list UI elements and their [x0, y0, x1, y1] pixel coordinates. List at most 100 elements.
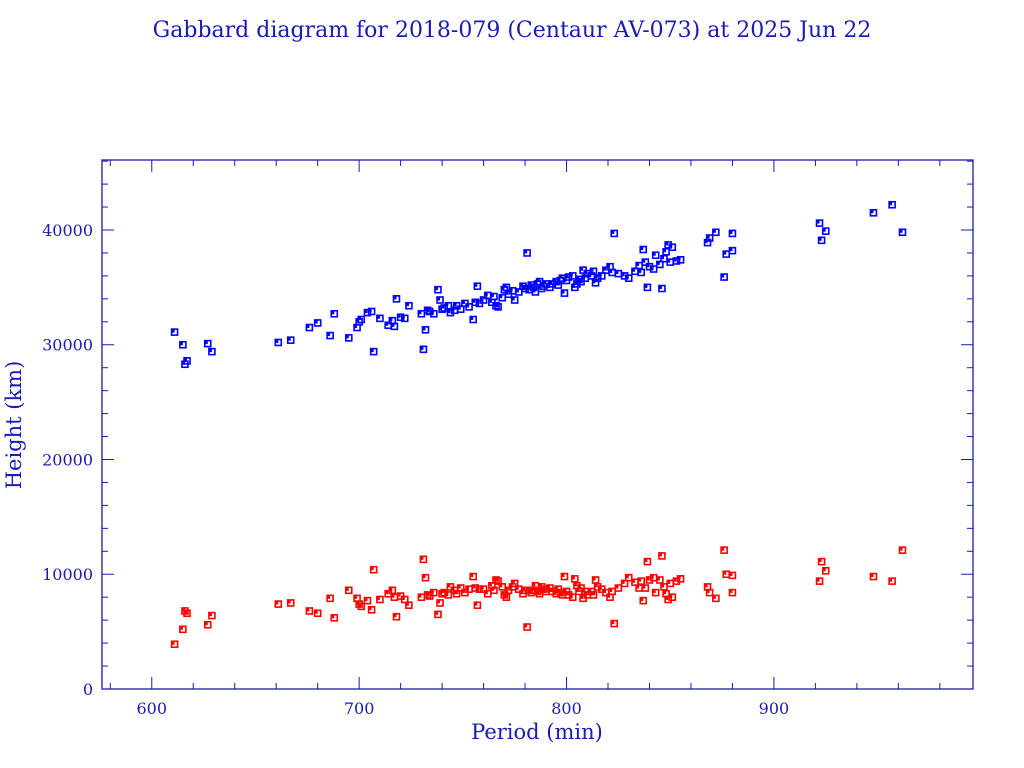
- perigee-point-fill: [609, 588, 613, 592]
- perigee-point-fill: [638, 578, 642, 582]
- perigee-point-fill: [331, 615, 335, 619]
- x-tick-label: 700: [344, 699, 375, 718]
- perigee-point-fill: [580, 595, 584, 599]
- perigee-point: [614, 584, 623, 592]
- apogee-point-fill: [609, 269, 613, 273]
- perigee-point-fill: [512, 580, 515, 584]
- apogee-point-fill: [182, 361, 185, 365]
- apogee-point: [203, 339, 212, 348]
- apogee-point-fill: [566, 274, 569, 278]
- series-apogee: [170, 200, 907, 369]
- perigee-point-fill: [522, 587, 526, 591]
- apogee-point-fill: [364, 310, 368, 314]
- apogee-point: [643, 283, 652, 292]
- apogee-point-fill: [275, 339, 279, 343]
- apogee-point-fill: [653, 252, 656, 256]
- apogee-point-fill: [729, 230, 733, 234]
- perigee-point-fill: [599, 586, 602, 590]
- y-tick-labels: 0 10000 20000 30000 40000: [42, 221, 93, 699]
- apogee-point: [376, 314, 384, 323]
- perigee-point: [469, 572, 478, 581]
- apogee-point-fill: [315, 320, 318, 324]
- apogee-point-fill: [669, 244, 673, 248]
- perigee-point-fill: [564, 588, 567, 592]
- perigee-point-fill: [559, 592, 563, 596]
- apogee-point-fill: [899, 229, 903, 233]
- perigee-point-fill: [626, 575, 629, 579]
- apogee-point: [888, 200, 896, 209]
- apogee-point-fill: [559, 275, 563, 279]
- apogee-point-fill: [485, 292, 488, 296]
- perigee-point: [473, 601, 482, 610]
- apogee-point-fill: [466, 304, 470, 308]
- perigee-point-fill: [889, 578, 893, 582]
- perigee-point: [637, 577, 645, 585]
- apogee-point-fill: [823, 228, 826, 232]
- y-tick-label: 30000: [42, 336, 93, 355]
- perigee-point-fill: [663, 591, 667, 595]
- perigee-point: [203, 620, 212, 629]
- perigee-point-fill: [561, 574, 565, 578]
- perigee-point-fill: [566, 592, 569, 596]
- perigee-point: [419, 555, 428, 564]
- apogee-point: [179, 340, 187, 349]
- perigee-point: [357, 602, 366, 611]
- apogee-point-fill: [626, 275, 629, 279]
- apogee-point: [456, 305, 465, 313]
- apogee-point-fill: [435, 287, 438, 291]
- apogee-point-fill: [406, 303, 409, 307]
- perigee-point-fill: [549, 588, 553, 592]
- perigee-point-fill: [547, 585, 550, 589]
- perigee-point-fill: [423, 575, 426, 579]
- perigee-point: [490, 586, 498, 595]
- apogee-point-fill: [180, 342, 183, 346]
- apogee-point: [597, 272, 606, 280]
- perigee-point: [639, 596, 648, 605]
- perigee-point-fill: [470, 574, 474, 578]
- perigee-point-fill: [578, 585, 582, 589]
- perigee-point-fill: [665, 596, 669, 600]
- perigee-point-fill: [516, 586, 519, 590]
- perigee-point-fill: [651, 575, 654, 579]
- apogee-point-fill: [385, 322, 389, 326]
- apogee-point: [392, 295, 401, 303]
- perigee-point: [705, 588, 714, 597]
- apogee-point-fill: [172, 329, 175, 333]
- perigee-point: [869, 572, 878, 581]
- apogee-point-fill: [570, 273, 573, 277]
- perigee-point-fill: [721, 547, 725, 551]
- perigee-point: [720, 546, 728, 554]
- apogee-point-fill: [489, 299, 492, 303]
- apogee-point: [668, 243, 677, 252]
- apogee-point-fill: [707, 235, 710, 239]
- apogee-point-fill: [522, 286, 526, 290]
- perigee-point: [376, 595, 384, 604]
- perigee-point-fill: [447, 584, 451, 588]
- perigee-point: [363, 596, 372, 605]
- perigee-point-fill: [659, 553, 662, 557]
- apogee-point-fill: [636, 263, 640, 267]
- perigee-point-fill: [364, 598, 368, 602]
- perigee-point-fill: [607, 594, 611, 598]
- apogee-point-fill: [184, 358, 188, 362]
- apogee-point: [703, 238, 712, 247]
- apogee-point-fill: [420, 346, 424, 350]
- perigee-point-fill: [642, 585, 646, 589]
- apogee-point-fill: [371, 349, 374, 353]
- apogee-point: [591, 278, 600, 287]
- perigee-point-fill: [653, 590, 656, 594]
- perigee-point-fill: [327, 595, 331, 599]
- apogee-point-fill: [599, 273, 602, 277]
- x-tick-label: 900: [759, 699, 790, 718]
- perigee-point-fill: [418, 594, 422, 598]
- apogee-point-fill: [431, 311, 434, 315]
- perigee-point-fill: [385, 591, 389, 595]
- perigee-point: [591, 576, 600, 584]
- series-perigee: [170, 546, 907, 649]
- apogee-point: [390, 322, 399, 331]
- perigee-point-fill: [354, 595, 358, 599]
- perigee-point-fill: [505, 587, 509, 591]
- apogee-point-fill: [537, 279, 540, 283]
- apogee-point-fill: [306, 325, 310, 329]
- perigee-point-fill: [437, 600, 441, 604]
